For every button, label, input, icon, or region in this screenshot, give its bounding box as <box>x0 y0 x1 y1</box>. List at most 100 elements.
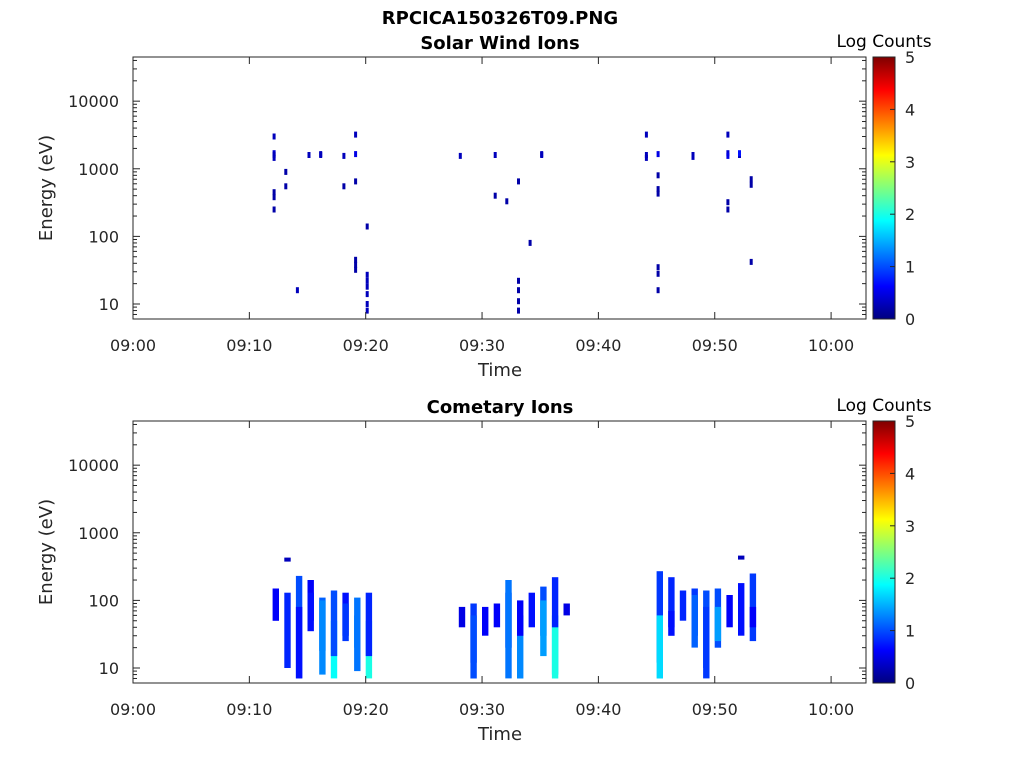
heatmap-column <box>284 593 290 668</box>
heatmap-cell <box>540 152 543 158</box>
plot-frame-solar-wind <box>133 57 866 319</box>
axes-solar-wind: 09:00 09:10 09:20 09:30 09:40 09:50 10:00 10 100… <box>68 57 866 355</box>
heatmap-column <box>296 607 302 679</box>
heatmap-column <box>680 591 686 621</box>
x-tick-label: 09:10 <box>226 336 272 355</box>
x-tick-label: 09:30 <box>459 700 505 719</box>
heatmap-column <box>703 607 709 679</box>
colorbar-label-cometary: Log Counts <box>836 396 931 416</box>
x-tick-label: 09:40 <box>575 700 621 719</box>
x-tick-label: 09:10 <box>226 700 272 719</box>
ylabel-solar-wind: Energy (eV) <box>36 135 57 241</box>
ylabel-cometary: Energy (eV) <box>36 499 57 605</box>
heatmap-cell <box>342 153 345 159</box>
heatmap-cell <box>459 153 462 159</box>
heatmap-cometary <box>273 556 757 679</box>
figure-title: RPCICA150326T09.PNG <box>382 8 618 29</box>
y-tick-label: 100 <box>88 591 119 610</box>
x-tick-label: 10:00 <box>808 700 854 719</box>
heatmap-cell <box>354 267 357 273</box>
panel-solar-wind: Solar Wind Ions 09:00 09:10 09:20 09:30 09:4… <box>36 32 932 381</box>
heatmap-cell <box>726 132 729 138</box>
colorbar-tick-label: 4 <box>905 464 915 483</box>
x-tick-label: 09:20 <box>343 700 389 719</box>
x-tick-label: 09:20 <box>343 336 389 355</box>
heatmap-column <box>517 600 523 635</box>
heatmap-cell <box>319 152 322 158</box>
x-tick-label: 09:00 <box>110 336 156 355</box>
colorbar-tick-label: 1 <box>905 622 915 641</box>
heatmap-column <box>657 615 663 678</box>
heatmap-cell <box>366 291 369 297</box>
colorbar-tick-label: 1 <box>905 258 915 277</box>
heatmap-cell <box>750 259 753 265</box>
y-tick-label: 10000 <box>68 456 119 475</box>
xlabel-cometary: Time <box>477 724 522 745</box>
panel-cometary: Cometary Ions 09:00 09:10 09:20 09:30 09:40 0… <box>36 396 932 745</box>
y-tick-label: 10 <box>99 295 119 314</box>
heatmap-column <box>505 580 511 678</box>
heatmap-cell <box>517 298 520 304</box>
heatmap-column <box>564 604 570 616</box>
heatmap-cell <box>726 153 729 159</box>
heatmap-cell <box>308 152 311 158</box>
heatmap-cell <box>726 199 729 205</box>
heatmap-cell <box>494 152 497 158</box>
heatmap-column <box>540 600 546 656</box>
heatmap-column <box>308 593 314 632</box>
heatmap-column <box>738 556 744 560</box>
heatmap-cell <box>273 155 276 161</box>
heatmap-cell <box>517 278 520 284</box>
heatmap-cell <box>366 224 369 230</box>
heatmap-column <box>738 583 744 636</box>
colorbar-tick-label: 4 <box>905 100 915 119</box>
panel-title-cometary: Cometary Ions <box>427 397 574 418</box>
heatmap-column <box>284 558 290 562</box>
colorbar-solar-wind: 0 1 2 3 4 5 <box>873 48 915 329</box>
heatmap-cell <box>657 172 660 178</box>
heatmap-cell <box>354 178 357 184</box>
heatmap-column <box>552 627 558 678</box>
x-tick-label: 09:40 <box>575 336 621 355</box>
colorbar-tick-label: 2 <box>905 569 915 588</box>
y-tick-label: 10 <box>99 659 119 678</box>
heatmap-cell <box>366 284 369 290</box>
heatmap-column <box>715 607 721 641</box>
heatmap-cell <box>517 287 520 293</box>
heatmap-column <box>750 607 756 627</box>
heatmap-column <box>331 591 337 657</box>
heatmap-cell <box>645 132 648 138</box>
colorbar-tick-label: 3 <box>905 517 915 536</box>
heatmap-cell <box>657 151 660 157</box>
colorbar-gradient <box>873 421 895 683</box>
x-tick-label: 10:00 <box>808 336 854 355</box>
colorbar-cometary: 0 1 2 3 4 5 <box>873 412 915 693</box>
plot-frame-cometary <box>133 421 866 683</box>
heatmap-column <box>459 607 465 627</box>
heatmap-column <box>319 600 325 674</box>
heatmap-column <box>494 604 500 628</box>
heatmap-cell <box>517 178 520 184</box>
heatmap-cell <box>726 207 729 213</box>
y-tick-label: 10000 <box>68 92 119 111</box>
heatmap-cell <box>529 240 532 246</box>
x-tick-label: 09:00 <box>110 700 156 719</box>
heatmap-cell <box>273 194 276 200</box>
heatmap-cell <box>273 207 276 213</box>
xlabel-solar-wind: Time <box>477 360 522 381</box>
heatmap-cell <box>494 193 497 199</box>
heatmap-cell <box>284 169 287 175</box>
x-tick-label: 09:50 <box>692 700 738 719</box>
y-tick-label: 1000 <box>78 524 119 543</box>
heatmap-cell <box>692 154 695 160</box>
heatmap-cell <box>366 278 369 284</box>
heatmap-cell <box>657 271 660 277</box>
heatmap-cell <box>517 308 520 314</box>
y-tick-label: 100 <box>88 227 119 246</box>
heatmap-column <box>342 604 348 642</box>
colorbar-tick-label: 3 <box>905 153 915 172</box>
colorbar-gradient <box>873 57 895 319</box>
heatmap-solar-wind <box>273 132 753 314</box>
heatmap-column <box>482 607 488 636</box>
